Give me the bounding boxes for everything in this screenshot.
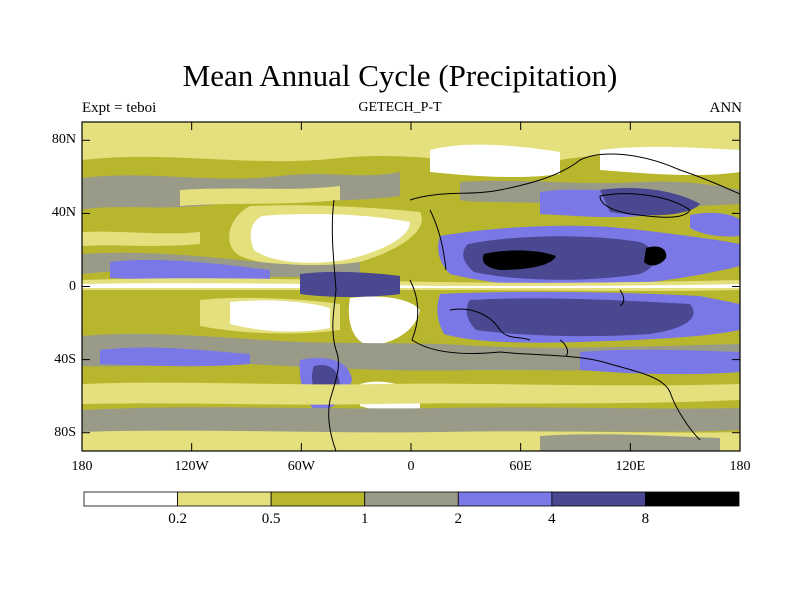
x-tick-label: 120E — [615, 459, 646, 474]
dataset-label: GETECH_P-T — [358, 100, 442, 115]
experiment-label: Expt = teboi — [82, 100, 157, 116]
colorbar-swatch — [83, 491, 178, 507]
y-tick-label: 40S — [54, 351, 76, 367]
x-tick-label: 0 — [407, 459, 415, 474]
x-tick-label: 180 — [71, 459, 93, 474]
coastlines — [328, 153, 740, 451]
y-tick-label: 80S — [54, 424, 76, 440]
colorbar-swatch — [457, 491, 553, 507]
tick-marks — [81, 122, 741, 451]
colorbar-label: 1 — [360, 511, 369, 527]
colorbar — [83, 491, 740, 507]
colorbar-label: 8 — [641, 511, 650, 527]
colorbar-swatch — [270, 491, 366, 507]
x-tick-label: 60W — [287, 459, 315, 474]
x-tick-label: 120W — [174, 459, 209, 474]
colorbar-swatch — [364, 491, 459, 507]
colorbar-label: 0.2 — [168, 511, 187, 527]
x-tick-label: 60E — [509, 459, 532, 474]
colorbar-label: 4 — [548, 511, 556, 527]
colorbar-swatch — [177, 491, 272, 507]
precipitation-field — [82, 122, 740, 451]
y-tick-label: 40N — [51, 205, 76, 221]
colorbar-swatch — [551, 491, 646, 507]
colorbar-swatch — [645, 491, 740, 507]
y-tick-label: 80N — [51, 132, 76, 148]
season-label: ANN — [709, 100, 743, 116]
colorbar-label: 0.5 — [261, 511, 281, 527]
y-tick-label: 0 — [69, 278, 76, 294]
x-tick-label: 180 — [729, 459, 751, 474]
map-title: Mean Annual Cycle (Precipitation) — [182, 58, 618, 93]
colorbar-label: 2 — [454, 511, 463, 527]
